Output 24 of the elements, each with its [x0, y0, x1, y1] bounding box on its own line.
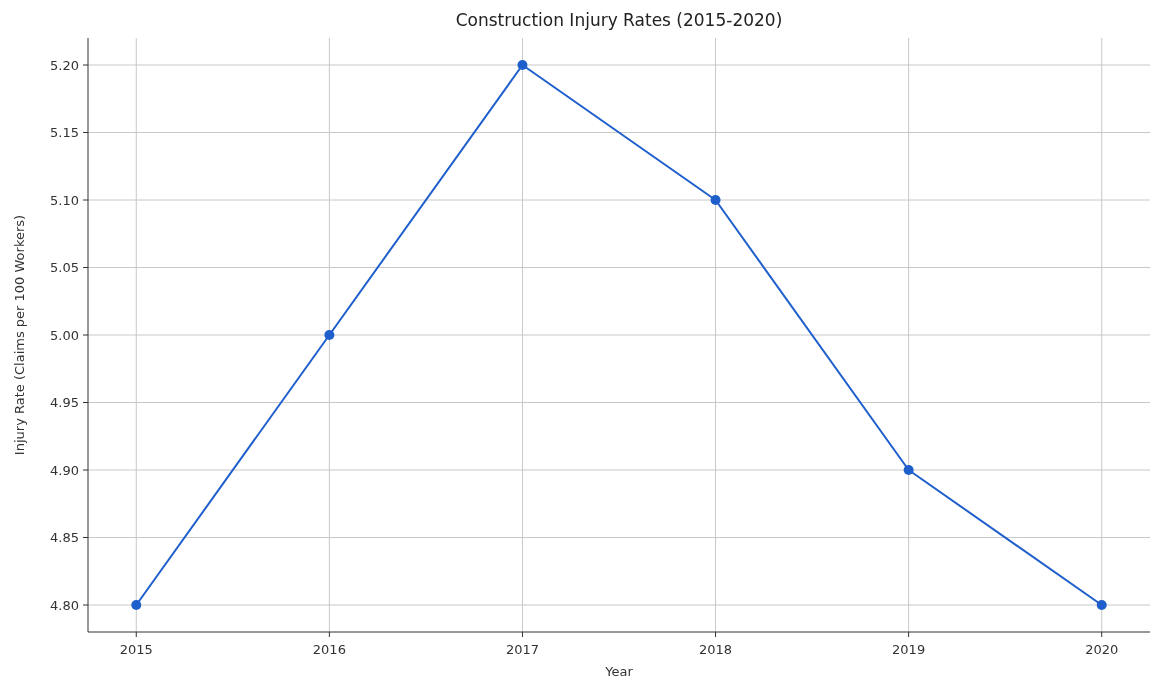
point: [710, 195, 721, 205]
y-tick-label: 5.20: [50, 57, 79, 73]
point: [324, 330, 335, 340]
y-axis-title: Injury Rate (Claims per 100 Workers): [12, 214, 27, 456]
y-tick-label: 4.80: [50, 597, 79, 613]
point: [517, 60, 528, 70]
chart-title: Construction Injury Rates (2015-2020): [455, 10, 783, 30]
x-tick-label: 2015: [119, 642, 153, 657]
x-tick-label: 2019: [892, 642, 926, 657]
y-tick-label: 5.15: [50, 125, 79, 141]
y-tick-label: 4.85: [50, 530, 79, 546]
y-tick-label: 4.90: [50, 462, 79, 478]
x-tick-label: 2020: [1085, 642, 1119, 657]
x-axis-title: Year: [604, 664, 634, 679]
y-tick-label: 5.00: [50, 327, 79, 343]
point: [1096, 600, 1107, 610]
y-tick-label: 5.05: [50, 260, 79, 276]
x-tick-label: 2016: [312, 642, 346, 657]
x-tick-label: 2018: [699, 642, 733, 657]
y-tick-label: 4.95: [50, 395, 79, 411]
x-tick-label: 2017: [505, 642, 539, 657]
point: [131, 600, 142, 610]
point: [903, 465, 914, 475]
y-tick-label: 5.10: [50, 192, 79, 208]
